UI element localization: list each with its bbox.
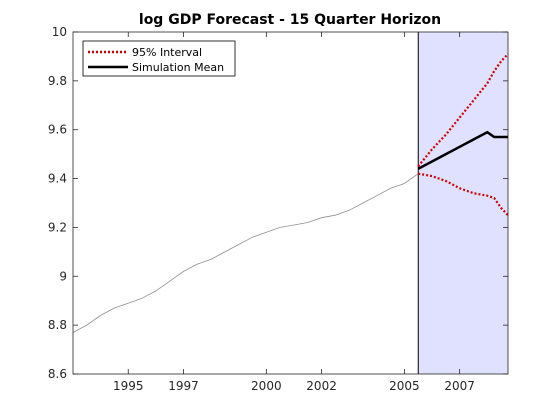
x-tick-label: 2007	[444, 379, 475, 393]
x-tick-label: 2005	[389, 379, 420, 393]
x-tick-label: 1997	[168, 379, 199, 393]
x-tick-label: 2002	[306, 379, 337, 393]
y-tick-label: 9.6	[48, 123, 67, 137]
y-tick-label: 9.4	[48, 172, 67, 186]
plot-area: 8.6 8.8 9 9.2 9.4 9.6 9.8 10 1995 1997 2000 2002 200…	[48, 25, 509, 393]
legend-box	[82, 40, 236, 77]
series-upper	[417, 53, 509, 168]
chart-title: log GDP Forecast - 15 Quarter Horizon	[139, 12, 441, 28]
legend: 95% Interval Simulation Mean	[82, 40, 236, 77]
x-tick-label: 1995	[113, 379, 144, 393]
legend-label-interval: 95% Interval	[132, 46, 202, 59]
y-tick-label: 8.8	[48, 318, 67, 332]
y-tick-label: 9.8	[48, 74, 67, 88]
y-tick-label: 8.6	[48, 367, 67, 381]
series-history	[72, 173, 419, 333]
y-tick-label: 9.2	[48, 220, 67, 234]
legend-label-mean: Simulation Mean	[132, 61, 224, 74]
series-mean	[417, 130, 508, 170]
y-tick-label: 10	[52, 25, 67, 39]
x-tick-label: 2000	[251, 379, 282, 393]
y-tick-label: 9	[59, 269, 67, 283]
forecast-region	[418, 32, 508, 374]
series-lower	[418, 172, 509, 216]
axes-frame	[72, 31, 509, 375]
